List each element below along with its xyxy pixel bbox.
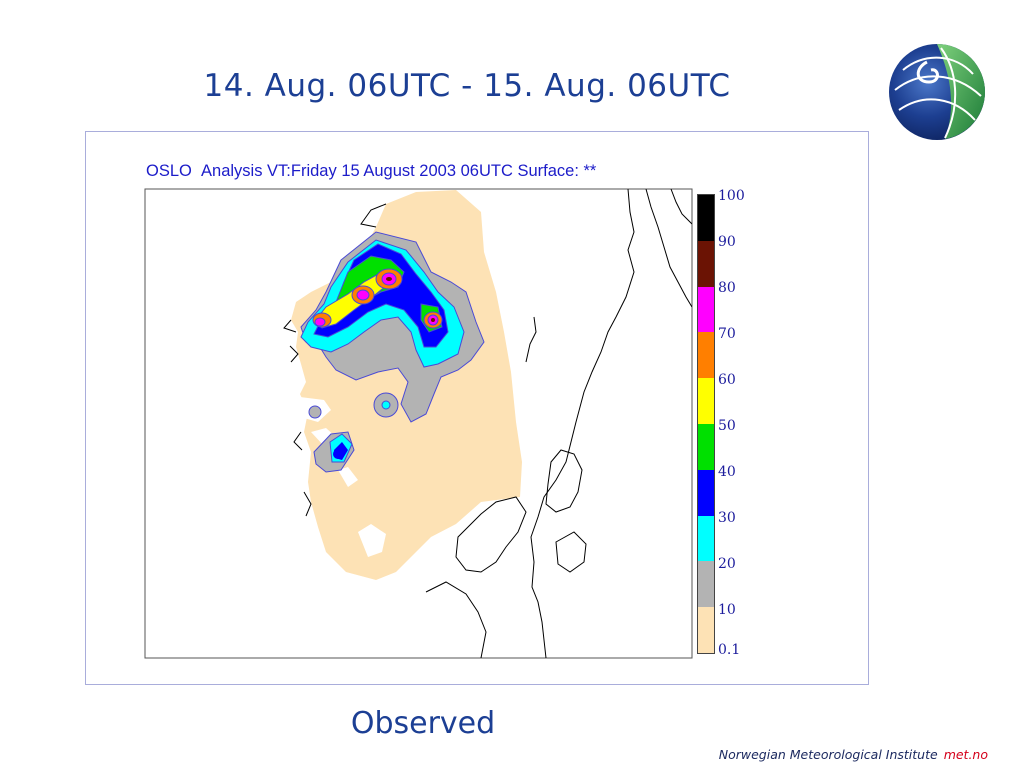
colorbar-label: 20 [718, 556, 736, 572]
map-header: OSLO Analysis VT:Friday 15 August 2003 0… [146, 162, 596, 181]
colorbar [697, 194, 715, 654]
map-header-station: OSLO [146, 162, 192, 180]
coastlines [283, 189, 692, 658]
footer-site-link[interactable]: met.no [943, 747, 988, 762]
colorbar-label: 50 [718, 418, 736, 434]
met-no-globe-logo-icon [889, 44, 985, 140]
colorbar-segment [698, 195, 714, 241]
figure-frame: OSLO Analysis VT:Friday 15 August 2003 0… [85, 131, 869, 685]
colorbar-segment [698, 515, 714, 562]
colorbar-segment [698, 469, 714, 516]
colorbar-label: 90 [718, 234, 736, 250]
colorbar-label: 100 [718, 188, 745, 204]
colorbar-label: 60 [718, 372, 736, 388]
colorbar-label: 40 [718, 464, 736, 480]
precipitation-map [144, 188, 693, 659]
colorbar-label: 0.1 [718, 642, 741, 658]
colorbar-segment [698, 240, 714, 287]
footer: Norwegian Meteorological Institute met.no [719, 747, 988, 762]
colorbar-label: 80 [718, 280, 736, 296]
colorbar-segment [698, 423, 714, 470]
colorbar-label: 30 [718, 510, 736, 526]
map-header-suffix: : ** [574, 162, 597, 180]
slide-title: 14. Aug. 06UTC - 15. Aug. 06UTC [203, 68, 731, 104]
colorbar-segment [698, 332, 714, 379]
colorbar-label: 10 [718, 602, 736, 618]
colorbar-segment [698, 607, 714, 653]
footer-institute: Norwegian Meteorological Institute [718, 747, 938, 762]
map-header-text: Analysis VT:Friday 15 August 2003 06UTC … [201, 162, 575, 180]
colorbar-segment [698, 286, 714, 333]
colorbar-labels: 100 90 80 70 60 50 40 30 20 10 0.1 [718, 188, 778, 658]
colorbar-segment [698, 561, 714, 608]
colorbar-label: 70 [718, 326, 736, 342]
caption-observed: Observed [350, 706, 496, 741]
colorbar-segment [698, 378, 714, 424]
